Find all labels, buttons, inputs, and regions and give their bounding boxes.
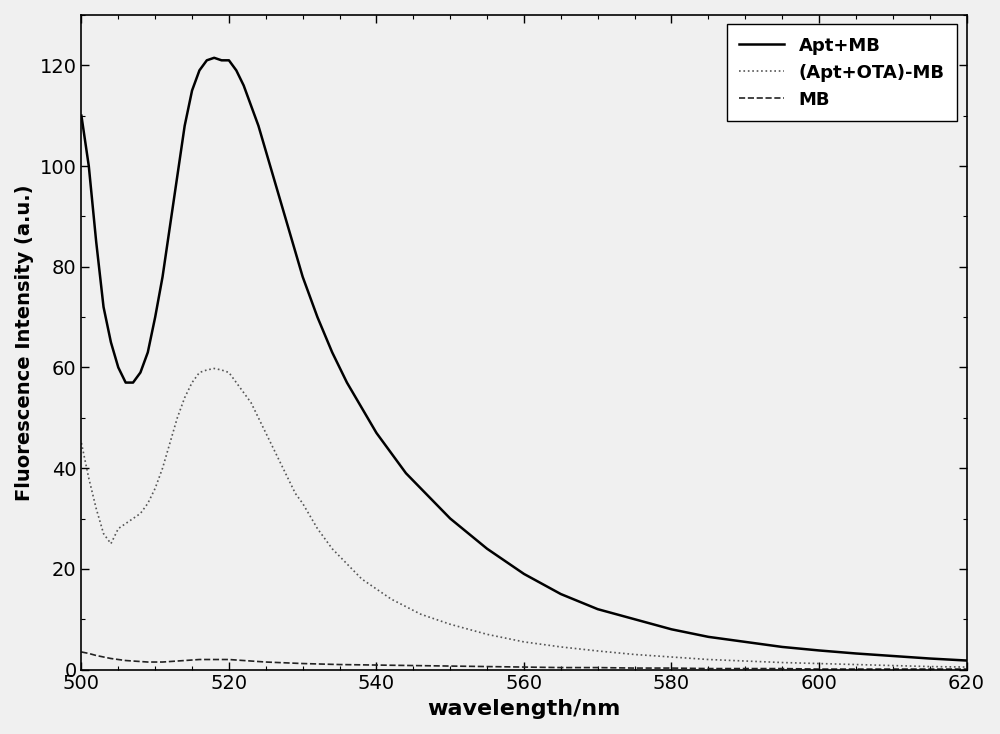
(Apt+OTA)-MB xyxy=(924,662,936,671)
MB xyxy=(813,665,825,674)
(Apt+OTA)-MB xyxy=(171,413,183,422)
MB xyxy=(157,658,169,666)
MB xyxy=(370,661,382,669)
MB xyxy=(776,664,788,673)
MB xyxy=(960,665,972,674)
(Apt+OTA)-MB xyxy=(776,658,788,667)
Apt+MB xyxy=(75,112,87,120)
MB xyxy=(83,649,95,658)
Apt+MB xyxy=(924,654,936,663)
MB xyxy=(555,663,567,672)
MB xyxy=(407,661,419,670)
MB xyxy=(164,657,176,666)
Apt+MB xyxy=(208,54,220,62)
MB xyxy=(186,655,198,664)
MB xyxy=(98,653,110,661)
MB xyxy=(739,664,751,673)
MB xyxy=(924,665,936,674)
MB xyxy=(334,660,346,669)
MB xyxy=(252,657,264,666)
MB xyxy=(201,655,213,664)
(Apt+OTA)-MB xyxy=(230,378,242,387)
(Apt+OTA)-MB xyxy=(75,439,87,448)
MB xyxy=(665,664,677,672)
MB xyxy=(149,658,161,666)
MB xyxy=(75,647,87,656)
Apt+MB xyxy=(960,656,972,665)
Apt+MB xyxy=(230,66,242,75)
MB xyxy=(629,664,641,672)
MB xyxy=(127,657,139,666)
Apt+MB xyxy=(149,313,161,321)
MB xyxy=(245,657,257,666)
MB xyxy=(120,656,132,665)
MB xyxy=(208,655,220,664)
MB xyxy=(223,655,235,664)
MB xyxy=(444,661,456,670)
MB xyxy=(179,656,191,665)
Line: Apt+MB: Apt+MB xyxy=(81,58,966,661)
MB xyxy=(592,663,604,672)
MB xyxy=(297,659,309,668)
Apt+MB xyxy=(776,642,788,651)
MB xyxy=(702,664,714,673)
MB xyxy=(887,665,899,674)
Line: (Apt+OTA)-MB: (Apt+OTA)-MB xyxy=(81,368,966,667)
MB xyxy=(142,658,154,666)
MB xyxy=(238,656,250,665)
MB xyxy=(90,651,102,660)
Y-axis label: Fluorescence Intensity (a.u.): Fluorescence Intensity (a.u.) xyxy=(15,184,34,501)
(Apt+OTA)-MB xyxy=(208,364,220,373)
MB xyxy=(171,657,183,666)
MB xyxy=(260,658,272,666)
MB xyxy=(518,663,530,672)
MB xyxy=(850,665,862,674)
MB xyxy=(105,654,117,663)
MB xyxy=(230,655,242,664)
MB xyxy=(112,655,124,664)
MB xyxy=(193,655,205,664)
MB xyxy=(134,657,146,666)
Line: MB: MB xyxy=(81,652,966,669)
Apt+MB xyxy=(120,378,132,387)
(Apt+OTA)-MB xyxy=(120,519,132,528)
(Apt+OTA)-MB xyxy=(960,663,972,672)
X-axis label: wavelength/nm: wavelength/nm xyxy=(427,699,621,719)
Apt+MB xyxy=(171,172,183,181)
(Apt+OTA)-MB xyxy=(149,484,161,493)
MB xyxy=(216,655,228,664)
Legend: Apt+MB, (Apt+OTA)-MB, MB: Apt+MB, (Apt+OTA)-MB, MB xyxy=(727,24,957,121)
MB xyxy=(481,662,493,671)
